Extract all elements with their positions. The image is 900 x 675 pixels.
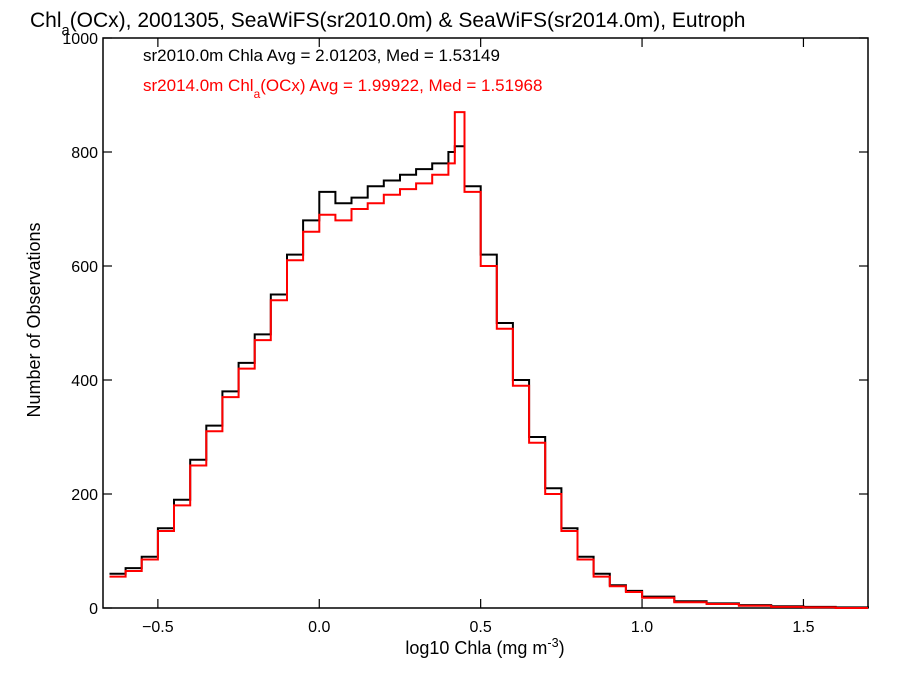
y-tick-label: 400 [71, 373, 98, 390]
y-tick-label: 200 [71, 487, 98, 504]
y-tick-label: 800 [71, 145, 98, 162]
y-axis-label: Number of Observations [24, 222, 44, 417]
x-tick-label: 1.5 [792, 619, 814, 636]
x-tick-label: 1.0 [631, 619, 653, 636]
x-tick-label: −0.5 [142, 619, 174, 636]
series-1-line [109, 145, 869, 609]
legend-entry-2: sr2014.0m Chla(OCx) Avg = 1.99922, Med =… [143, 76, 542, 101]
x-tick-label: 0.5 [470, 619, 492, 636]
y-tick-label: 1000 [62, 31, 98, 48]
legend: sr2010.0m Chla Avg = 2.01203, Med = 1.53… [143, 46, 542, 101]
y-tick-label: 0 [89, 601, 98, 618]
y-tick-label: 600 [71, 259, 98, 276]
chart-title: Chla(OCx), 2001305, SeaWiFS(sr2010.0m) &… [30, 9, 745, 39]
x-axis: −0.5 0.0 0.5 1.0 1.5 [142, 38, 815, 636]
x-axis-label: log10 Chla (mg m-3) [405, 636, 564, 658]
y-axis: 0 200 400 600 800 1000 [62, 31, 868, 618]
plot-frame [102, 37, 869, 609]
series-layer [109, 111, 869, 609]
x-tick-label: 0.0 [308, 619, 330, 636]
legend-entry-1: sr2010.0m Chla Avg = 2.01203, Med = 1.53… [143, 46, 500, 65]
series-2-line [109, 111, 868, 609]
